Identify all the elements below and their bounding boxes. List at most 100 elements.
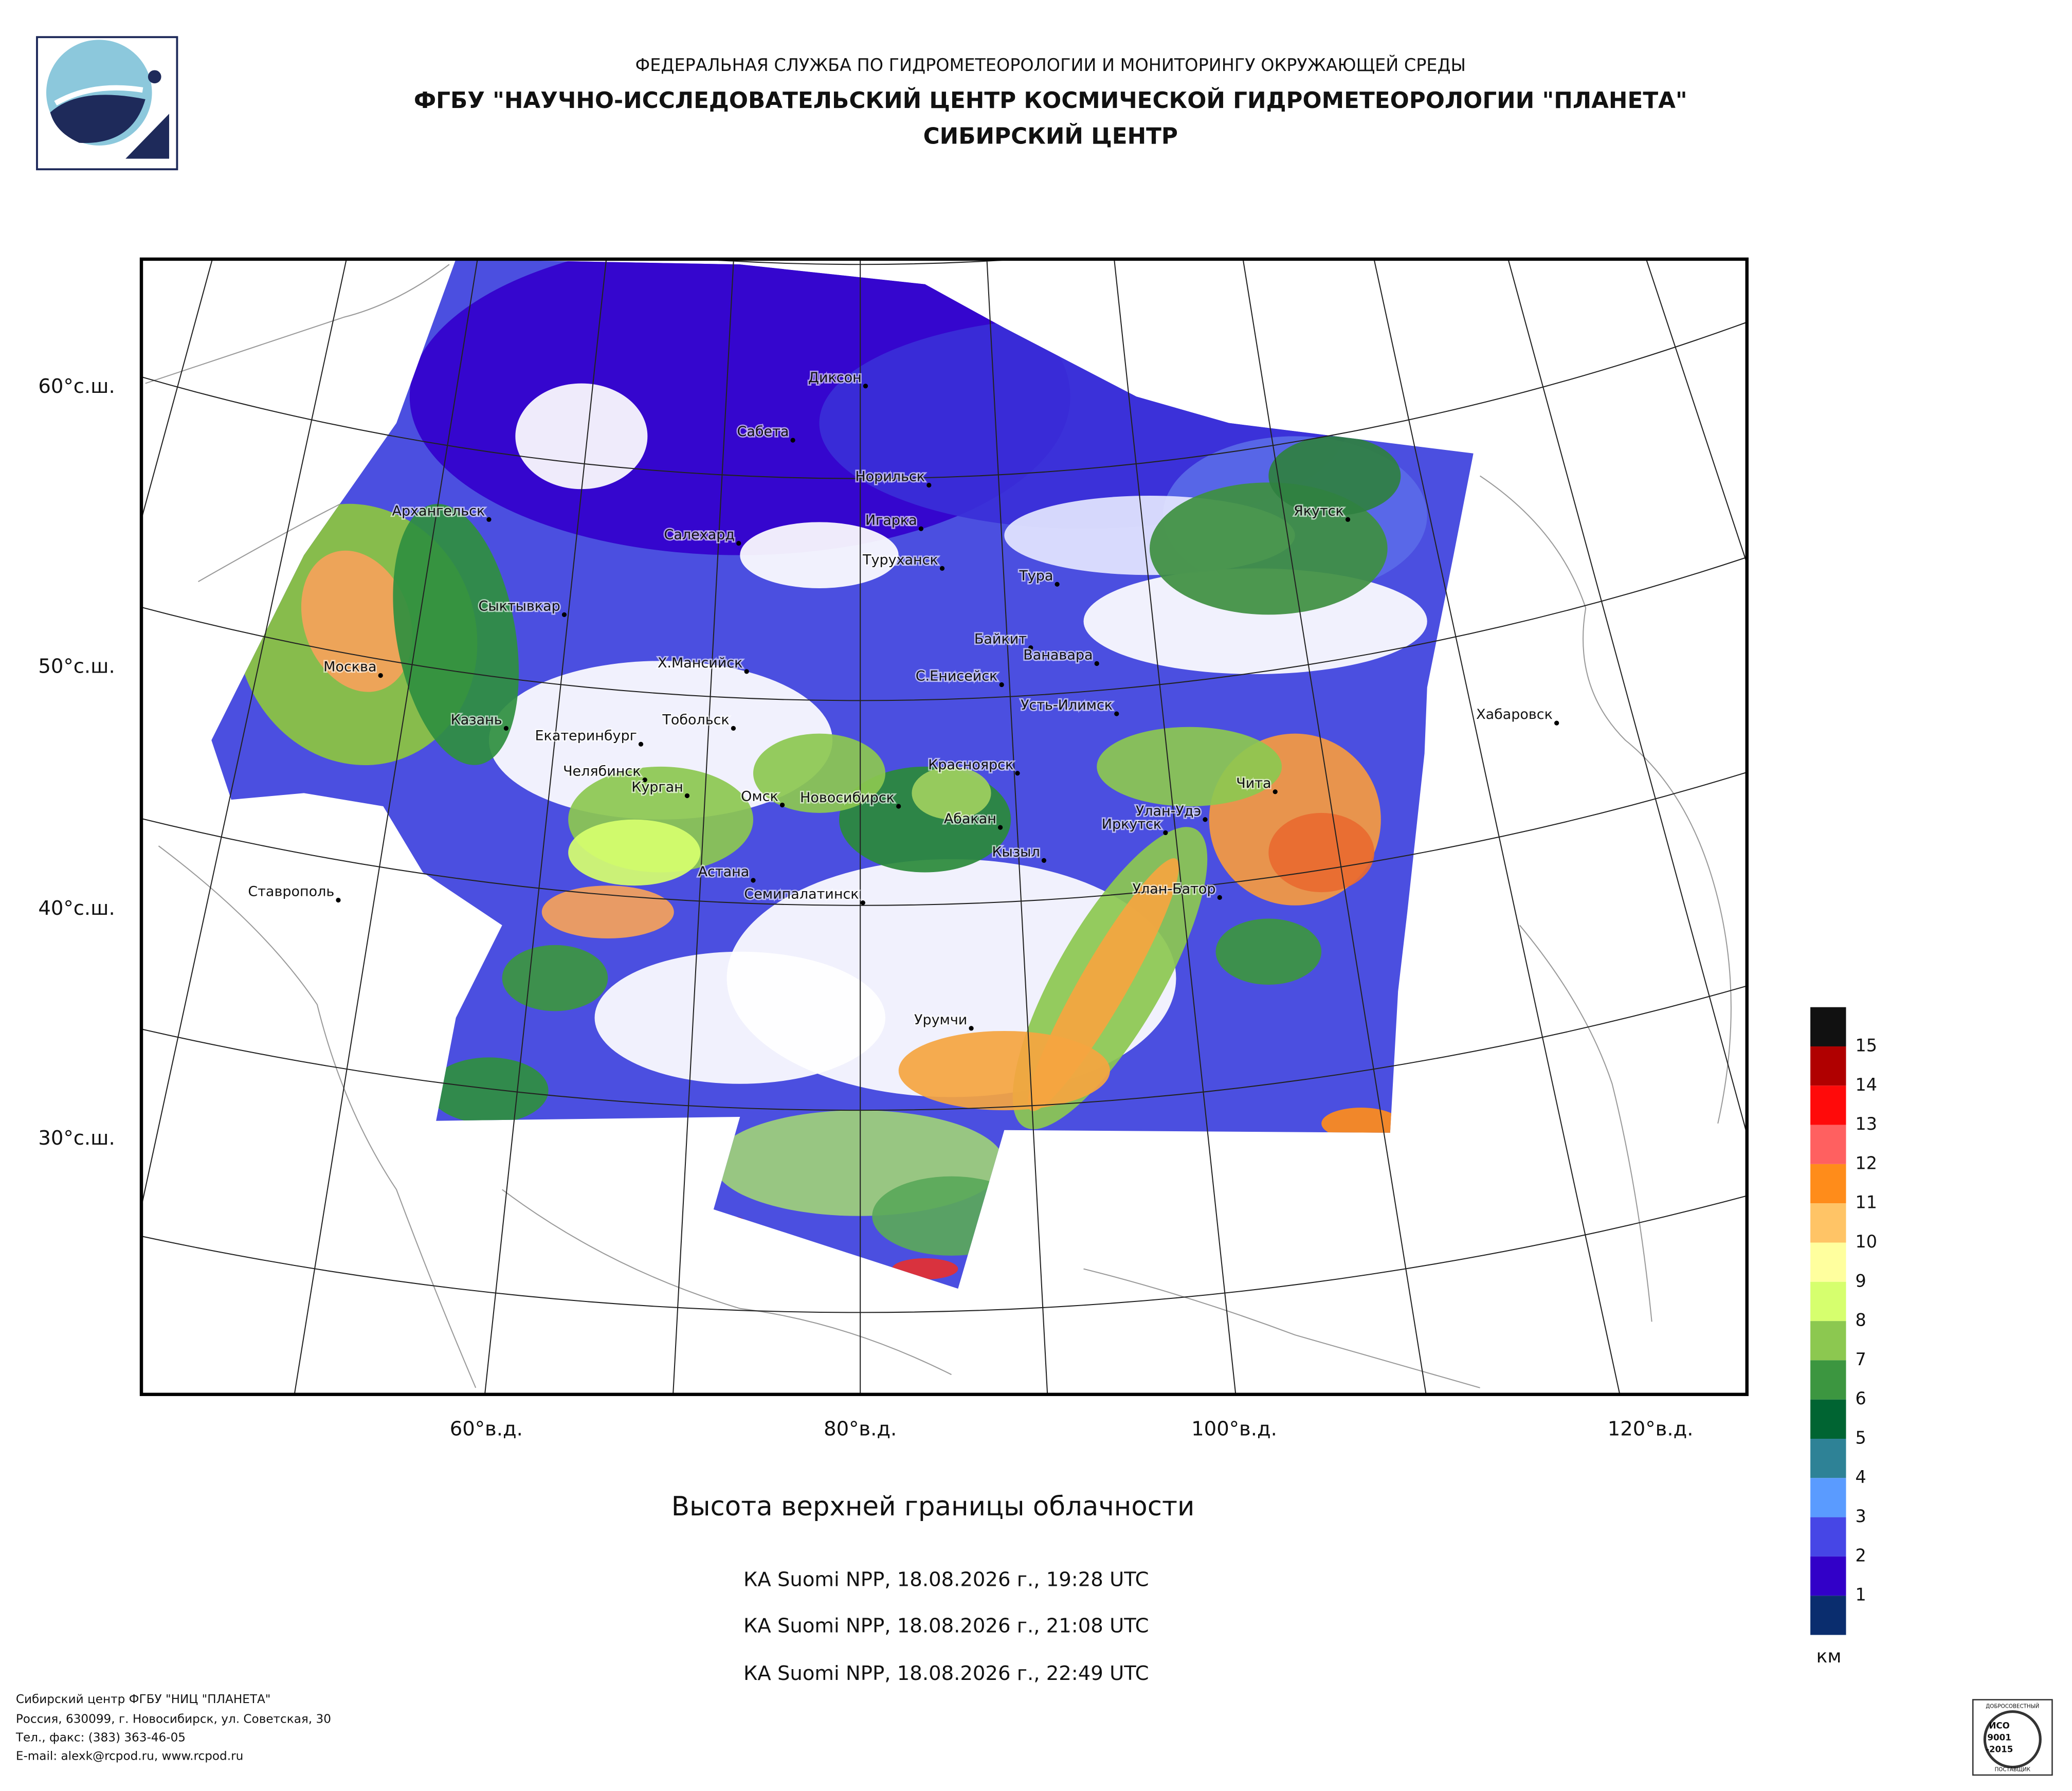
- cloud-area: [1215, 918, 1322, 985]
- city-label: Красноярск: [928, 757, 1013, 773]
- city-dot: [561, 612, 567, 617]
- footer-line: Тел., факс: (383) 363-46-05: [15, 1731, 186, 1744]
- legend-swatch: [1810, 1517, 1846, 1557]
- footer-line: E-mail: alexk@rcpod.ru, www.rcpod.ru: [16, 1749, 243, 1763]
- city-dot: [779, 802, 785, 808]
- city-label: Норильск: [855, 469, 925, 485]
- meridian: [673, 259, 734, 1395]
- lon-label: 60°в.д.: [450, 1418, 523, 1441]
- legend-label: 5: [1855, 1427, 1866, 1448]
- legend-label: 12: [1855, 1153, 1877, 1173]
- legend-unit: км: [1816, 1646, 1842, 1667]
- cert-mark: 9001: [1987, 1732, 2011, 1742]
- city-dot: [863, 384, 868, 389]
- city-label: Чита: [1236, 775, 1271, 791]
- city-label: Казань: [451, 712, 502, 728]
- lon-label: 100°в.д.: [1191, 1418, 1277, 1441]
- cloud-area: [1268, 812, 1374, 893]
- lon-label: 80°в.д.: [824, 1418, 897, 1441]
- map-frame: [139, 257, 1749, 1396]
- city-dot: [1028, 645, 1033, 650]
- city-label: Сыктывкар: [478, 598, 560, 614]
- lat-label: 60°с.ш.: [38, 375, 115, 398]
- cert-top: ДОБРОСОВЕСТНЫЙ: [1986, 1703, 2039, 1709]
- city-dot: [1041, 858, 1047, 863]
- legend-label: 7: [1855, 1349, 1866, 1369]
- city-label: Сабета: [737, 424, 789, 440]
- city-dot: [860, 900, 865, 906]
- city-label: Игарка: [865, 512, 917, 528]
- city-dot: [1094, 661, 1099, 666]
- city-dot: [969, 1026, 974, 1031]
- cloud-area: [541, 885, 674, 939]
- legend-label: 15: [1855, 1035, 1877, 1055]
- city-label: Улан-Удэ: [1136, 803, 1201, 819]
- city-dot: [1345, 517, 1351, 522]
- city-dot: [1217, 895, 1222, 900]
- city-dot: [731, 726, 736, 731]
- legend-label: 9: [1855, 1271, 1866, 1291]
- meridian: [1242, 259, 1427, 1395]
- meridian: [484, 259, 607, 1395]
- city-dot: [1055, 582, 1060, 587]
- city-dot: [736, 540, 741, 546]
- city-dot: [638, 741, 644, 747]
- legend-swatch: [1810, 1360, 1846, 1400]
- cert-bottom: ПОСТАВЩИК: [1995, 1767, 2031, 1773]
- legend-swatch: [1810, 1007, 1846, 1046]
- meridian: [986, 259, 1048, 1395]
- cloud-area: [898, 1030, 1110, 1111]
- legend-label: 1: [1855, 1585, 1866, 1605]
- cert-mark: -2015: [1986, 1744, 2013, 1754]
- lat-label: 50°с.ш.: [38, 655, 115, 678]
- city-label: Улан-Батор: [1133, 881, 1216, 897]
- city-label: Урумчи: [914, 1012, 967, 1028]
- header-center: ФГБУ "НАУЧНО-ИССЛЕДОВАТЕЛЬСКИЙ ЦЕНТР КОС…: [414, 86, 1687, 114]
- city-label: Кызыл: [992, 844, 1040, 860]
- legend-swatch: [1810, 1438, 1846, 1478]
- city-dot: [1273, 789, 1278, 794]
- meridian: [1114, 259, 1237, 1395]
- legend-swatch: [1810, 1596, 1846, 1635]
- pass-line: КА Suomi NPP, 18.08.2026 г., 22:49 UTC: [743, 1662, 1149, 1685]
- city-dot: [684, 793, 690, 799]
- city-label: Тобольск: [662, 712, 729, 728]
- city-label: Астана: [698, 864, 750, 880]
- logo: [36, 36, 178, 171]
- city-label: Архангельск: [392, 503, 485, 519]
- city-label: Якутск: [1294, 503, 1344, 519]
- legend-swatch: [1810, 1281, 1846, 1322]
- legend-label: 6: [1855, 1388, 1866, 1408]
- city-label: Салехард: [664, 527, 735, 543]
- city-dot: [336, 897, 341, 903]
- city-label: Москва: [323, 659, 376, 675]
- legend-swatch: [1810, 1478, 1846, 1517]
- cloud-area: [393, 503, 519, 765]
- cert-mark: ИСО: [1989, 1720, 2009, 1730]
- city-label: Омск: [741, 789, 778, 805]
- city-label: Ванавара: [1023, 647, 1093, 663]
- city-label: Тура: [1019, 568, 1053, 584]
- city-label: С.Енисейск: [916, 668, 998, 684]
- cloud-area: [740, 522, 899, 588]
- city-dot: [997, 825, 1003, 830]
- city-dot: [939, 566, 945, 571]
- city-label: Курган: [631, 780, 683, 795]
- lon-label: 120°в.д.: [1608, 1418, 1694, 1441]
- legend-label: 4: [1855, 1467, 1866, 1487]
- legend-label: 11: [1855, 1192, 1877, 1213]
- city-label: Ставрополь: [248, 884, 334, 900]
- legend-swatch: [1810, 1242, 1846, 1282]
- cloud-area: [1268, 436, 1401, 516]
- legend-label: 3: [1855, 1506, 1866, 1526]
- city-label: Усть-Илимск: [1021, 697, 1113, 713]
- city-dot: [790, 438, 795, 443]
- cloud-area: [594, 951, 886, 1084]
- legend-label: 13: [1855, 1114, 1877, 1134]
- city-dot: [378, 673, 383, 678]
- cloud-area: [515, 383, 648, 490]
- city-dot: [486, 517, 492, 522]
- meridian: [1373, 259, 1621, 1395]
- header-branch: СИБИРСКИЙ ЦЕНТР: [923, 122, 1178, 150]
